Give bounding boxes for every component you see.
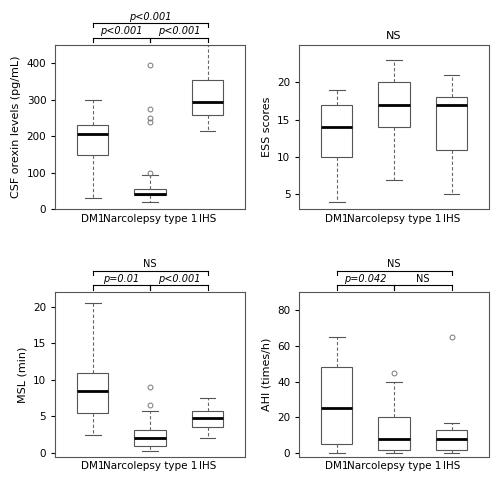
PathPatch shape — [77, 125, 108, 155]
PathPatch shape — [378, 417, 410, 450]
Y-axis label: MSL (min): MSL (min) — [18, 346, 28, 402]
Text: NS: NS — [144, 259, 157, 269]
PathPatch shape — [134, 429, 166, 446]
PathPatch shape — [321, 105, 352, 157]
PathPatch shape — [192, 411, 224, 428]
PathPatch shape — [436, 430, 468, 450]
Title: NS: NS — [386, 31, 402, 41]
Text: p<0.001: p<0.001 — [158, 274, 200, 284]
Text: NS: NS — [388, 259, 401, 269]
Text: p<0.001: p<0.001 — [100, 27, 142, 37]
Y-axis label: CSF orexin levels (pg/mL): CSF orexin levels (pg/mL) — [11, 56, 21, 199]
Text: p=0.042: p=0.042 — [344, 274, 387, 284]
Text: p<0.001: p<0.001 — [158, 27, 200, 37]
PathPatch shape — [192, 80, 224, 115]
Y-axis label: ESS scores: ESS scores — [262, 97, 272, 157]
Text: NS: NS — [416, 274, 430, 284]
Text: p=0.01: p=0.01 — [103, 274, 140, 284]
PathPatch shape — [378, 82, 410, 127]
PathPatch shape — [77, 373, 108, 413]
Text: p<0.001: p<0.001 — [129, 12, 172, 22]
PathPatch shape — [134, 188, 166, 195]
PathPatch shape — [436, 97, 468, 149]
PathPatch shape — [321, 367, 352, 444]
Y-axis label: AHI (times/h): AHI (times/h) — [262, 338, 272, 411]
